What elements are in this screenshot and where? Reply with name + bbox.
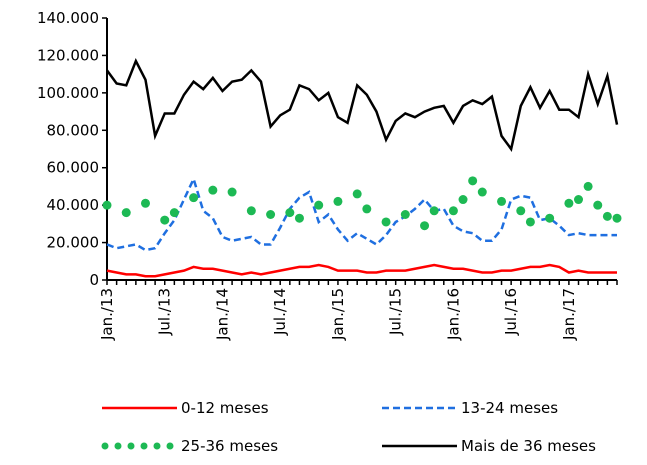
data-point: [189, 193, 199, 203]
legend-item: Mais de 36 meses: [382, 437, 596, 455]
x-tick-label: Jul./15: [387, 288, 405, 336]
legend-symbol: [153, 442, 161, 450]
y-tick-label: 140.000: [37, 9, 99, 27]
y-tick-label: 0: [89, 271, 99, 289]
data-line: [106, 263, 617, 278]
data-point: [602, 211, 612, 221]
data-point: [420, 221, 430, 231]
y-tick-label: 40.000: [47, 196, 100, 214]
x-tick-label: Jul./14: [271, 288, 289, 336]
data-point: [121, 208, 131, 218]
y-tick-label: 20.000: [47, 234, 100, 252]
data-point: [593, 200, 603, 210]
data-point: [227, 187, 237, 197]
data-point: [477, 187, 487, 197]
legend-item: 13-24 meses: [382, 399, 558, 417]
data-point: [140, 198, 150, 208]
x-tick-label: Jan./15: [329, 288, 347, 341]
data-point: [497, 196, 507, 206]
data-point: [574, 195, 584, 205]
data-point: [352, 189, 362, 199]
legend-symbol: [101, 442, 109, 450]
data-point: [525, 217, 535, 227]
data-point: [468, 176, 478, 186]
legend-item: 0-12 meses: [102, 399, 269, 417]
data-point: [545, 213, 555, 223]
data-point: [516, 206, 526, 216]
data-point: [169, 208, 179, 218]
data-line: [106, 175, 617, 252]
x-tick-label: Jan./16: [444, 288, 462, 341]
data-point: [429, 206, 439, 216]
data-point: [381, 217, 391, 227]
y-tick-label: 80.000: [47, 121, 100, 139]
legend-label: 25-36 meses: [181, 437, 278, 455]
data-point: [246, 206, 256, 216]
legend-symbol: [127, 442, 135, 450]
legend-label: 13-24 meses: [461, 399, 558, 417]
y-tick-label: 100.000: [37, 84, 99, 102]
data-point: [294, 213, 304, 223]
data-point: [285, 208, 295, 218]
x-tick-label: Jul./16: [502, 288, 520, 336]
data-point: [458, 195, 468, 205]
data-point: [362, 204, 372, 214]
data-point: [266, 210, 276, 219]
data-line: [105, 58, 619, 152]
x-tick-label: Jul./13: [156, 288, 174, 336]
data-point: [333, 196, 343, 206]
data-point: [400, 210, 410, 219]
legend-symbol: [114, 442, 122, 450]
legend-label: Mais de 36 meses: [461, 437, 596, 455]
data-point: [612, 213, 622, 223]
x-tick-label: Jan./14: [213, 288, 231, 341]
data-point: [448, 206, 458, 216]
x-tick-label: Jan./13: [98, 288, 116, 341]
legend-symbol: [140, 442, 148, 450]
legend-item: 25-36 meses: [101, 437, 278, 455]
data-point: [564, 198, 574, 208]
data-point: [314, 200, 324, 210]
legend-label: 0-12 meses: [181, 399, 269, 417]
data-point: [583, 181, 593, 191]
x-tick-label: Jan./17: [560, 288, 578, 341]
data-point: [160, 215, 170, 225]
y-tick-label: 120.000: [37, 46, 99, 64]
data-point: [102, 200, 112, 210]
y-tick-label: 60.000: [47, 159, 100, 177]
legend-symbol: [166, 442, 174, 450]
data-point: [208, 185, 218, 195]
